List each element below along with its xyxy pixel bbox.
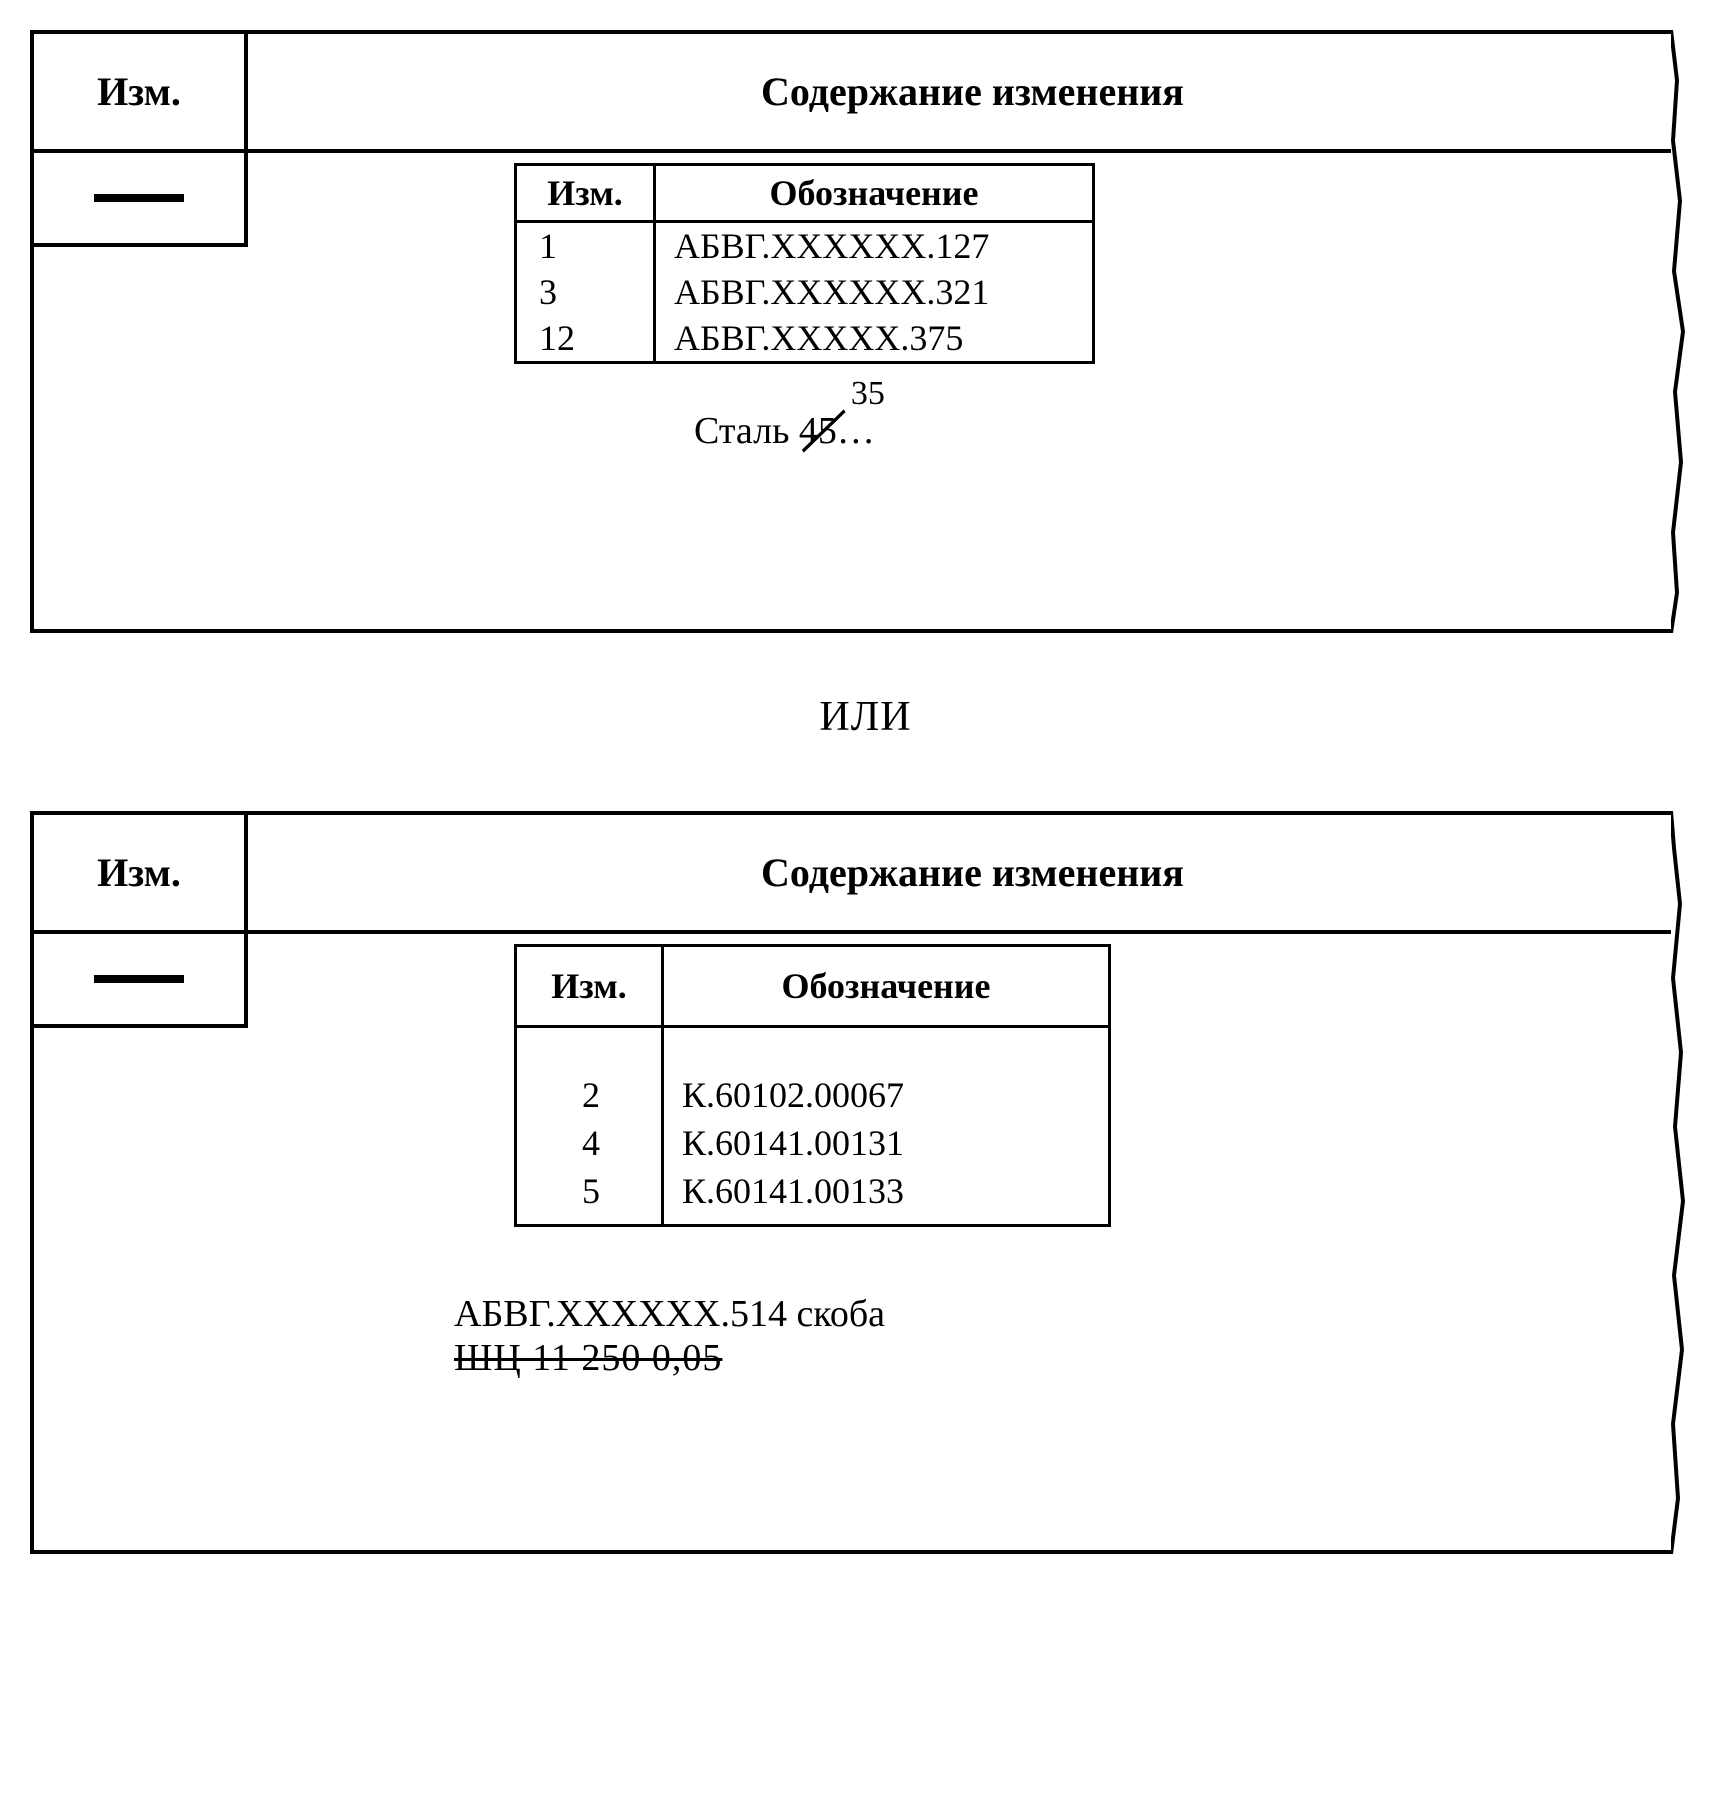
cell-designation: АБВГ.ХХХХХ.375 [655,315,1093,361]
table-row: 4 К.60141.00131 [517,1118,1108,1166]
content-body: Изм. Обозначение 1 АБВГ.ХХХХХХ.127 3 АБВ… [34,149,1697,629]
material-correction-line: Сталь 45…35 [694,409,875,453]
inner-changes-table: Изм. Обозначение 2 К.60102.00067 4 К.601… [514,944,1111,1227]
cell-izm: 5 [517,1166,663,1224]
table-row: 2 К.60102.00067 [517,1070,1108,1118]
change-form-1: Изм. Содержание изменения Изм. Обозначен… [30,30,1701,633]
cell-designation: К.60102.00067 [663,1070,1109,1118]
inner-col-designation: Обозначение [663,947,1109,1027]
struck-value: 45 [799,410,837,452]
table-row: 12 АБВГ.ХХХХХ.375 [517,315,1092,361]
header-row: Изм. Содержание изменения [34,34,1697,153]
inner-col-designation: Обозначение [655,166,1093,222]
replacement-designation: АБВГ.ХХХХХХ.514 скоба [454,1292,1657,1336]
material-suffix: … [837,410,875,452]
cell-izm: 3 [517,269,655,315]
inner-changes-table: Изм. Обозначение 1 АБВГ.ХХХХХХ.127 3 АБВ… [514,163,1095,364]
header-row: Изм. Содержание изменения [34,815,1697,934]
inner-col-izm: Изм. [517,947,663,1027]
table-row: 5 К.60141.00133 [517,1166,1108,1224]
cell-designation: АБВГ.ХХХХХХ.321 [655,269,1093,315]
spacer-row [517,1027,1108,1071]
struck-old-designation: ШЦ 11 250 0,05 [454,1336,1657,1380]
change-form-2: Изм. Содержание изменения Изм. Обозначен… [30,811,1701,1554]
cell-designation: АБВГ.ХХХХХХ.127 [655,222,1093,270]
table-row: 1 АБВГ.ХХХХХХ.127 [517,222,1092,270]
column-header-content: Содержание изменения [248,815,1697,930]
cell-izm: 1 [517,222,655,270]
table-row: 3 АБВГ.ХХХХХХ.321 [517,269,1092,315]
cell-designation: К.60141.00133 [663,1166,1109,1224]
separator-or: ИЛИ [30,693,1701,741]
content-body: Изм. Обозначение 2 К.60102.00067 4 К.601… [34,930,1697,1550]
column-header-izm: Изм. [34,815,248,930]
cell-designation: К.60141.00131 [663,1118,1109,1166]
cell-izm: 4 [517,1118,663,1166]
replacement-value: 35 [851,375,885,413]
column-header-content: Содержание изменения [248,34,1697,149]
material-prefix: Сталь [694,410,799,452]
inner-col-izm: Изм. [517,166,655,222]
bottom-text-block: АБВГ.ХХХХХХ.514 скоба ШЦ 11 250 0,05 [454,1292,1657,1380]
cell-izm: 12 [517,315,655,361]
cell-izm: 2 [517,1070,663,1118]
column-header-izm: Изм. [34,34,248,149]
struck-value-wrap: 45…35 [799,409,875,453]
